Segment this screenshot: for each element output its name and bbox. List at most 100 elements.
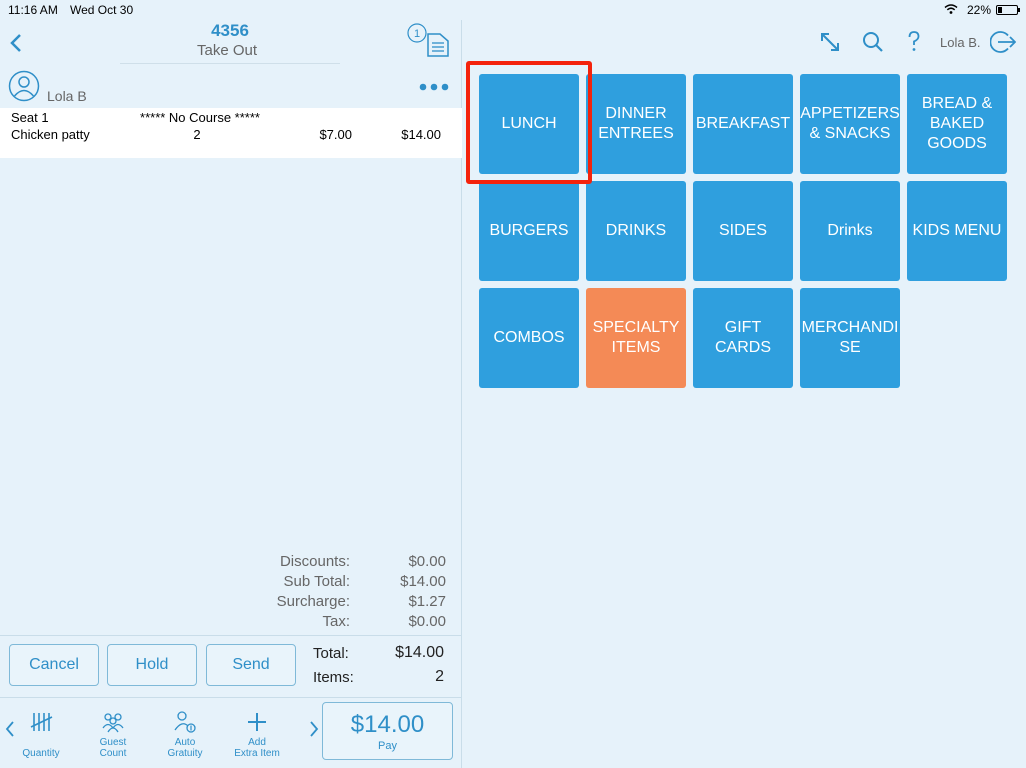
category-tile[interactable]: SPECIALTY ITEMS [586, 288, 686, 388]
category-tile[interactable]: GIFT CARDS [693, 288, 793, 388]
category-tile-label: KIDS MENU [913, 221, 1002, 241]
course-label: ***** No Course ***** [140, 110, 260, 125]
category-label-line1: DRINKS [605, 222, 667, 239]
category-label-line3: GOODS [927, 135, 987, 152]
hold-button[interactable]: Hold [107, 644, 197, 686]
summary-tax: Tax: $0.00 [200, 613, 446, 633]
items-count: 2 [435, 668, 444, 685]
category-tile[interactable]: BREAKFAST [693, 74, 793, 174]
category-tile[interactable]: SIDES [693, 181, 793, 281]
summary-subtotal: Sub Total: $14.00 [200, 573, 446, 593]
category-tile-label: COMBOS [493, 328, 564, 348]
total-value: $14.00 [395, 644, 444, 661]
category-label-line1: Drinks [827, 222, 873, 239]
category-tile[interactable]: COMBOS [479, 288, 579, 388]
guest-count-label-2: Count [99, 748, 127, 759]
category-tile[interactable]: DINNER ENTREES [586, 74, 686, 174]
category-label-line1: BREAD & [921, 95, 993, 112]
category-label-line1: APPETIZERS [800, 105, 900, 122]
seat-label[interactable]: Seat 1 [11, 110, 49, 125]
category-tile[interactable]: DRINKS [586, 181, 686, 281]
category-tile-label: LUNCH [501, 114, 556, 134]
help-icon[interactable] [907, 30, 921, 54]
category-tile-label: BURGERS [489, 221, 568, 241]
category-label-line1: DINNER [605, 105, 667, 122]
order-panel: 4356 Take Out 1 Lola B Seat 1 ***** No C… [0, 20, 462, 768]
category-tile-label: Drinks [827, 221, 872, 241]
order-type[interactable]: Take Out [196, 42, 258, 59]
total-label: Total: [313, 645, 349, 662]
auto-gratuity-label-2: Gratuity [167, 748, 203, 759]
category-tile[interactable]: MERCHANDI SE [800, 288, 900, 388]
category-tile[interactable]: APPETIZERS & SNACKS [800, 74, 900, 174]
guest-count-tool[interactable]: Guest Count [78, 710, 148, 766]
summary-discounts: Discounts: $0.00 [200, 553, 446, 573]
back-chevron-icon[interactable] [8, 32, 24, 54]
auto-gratuity-tool[interactable]: Auto Gratuity [150, 710, 220, 766]
surcharge-label: Surcharge: [276, 593, 350, 610]
category-tile-label: DINNER ENTREES [598, 104, 674, 144]
toolbar-divider [0, 697, 462, 698]
category-label-line2: ENTREES [598, 125, 674, 142]
category-tile[interactable]: LUNCH [479, 74, 579, 174]
item-price: $7.00 [319, 127, 352, 142]
category-tile-label: BREAD & BAKED GOODS [922, 94, 992, 154]
tax-label: Tax: [322, 613, 350, 630]
status-date: Wed Oct 30 [70, 3, 134, 17]
doc-badge-count: 1 [414, 28, 420, 40]
order-items-list: Seat 1 ***** No Course ***** Chicken pat… [0, 108, 462, 158]
gratuity-icon [174, 711, 196, 733]
item-total: $14.00 [401, 127, 441, 142]
search-icon[interactable] [862, 30, 884, 54]
quantity-tool[interactable]: Quantity [6, 710, 76, 766]
order-document-icon[interactable]: 1 [404, 22, 452, 58]
more-options-icon[interactable] [418, 82, 450, 92]
send-button[interactable]: Send [206, 644, 296, 686]
order-number: 4356 [211, 21, 249, 40]
order-user-row[interactable]: Lola B [8, 70, 458, 106]
battery-icon [996, 5, 1020, 15]
category-tile-label: GIFT CARDS [695, 318, 791, 358]
category-tile-label: MERCHANDI SE [802, 318, 899, 358]
item-name: Chicken patty [11, 127, 90, 142]
guests-icon [102, 713, 124, 733]
discounts-label: Discounts: [279, 553, 350, 570]
cancel-button[interactable]: Cancel [9, 644, 99, 686]
expand-icon[interactable] [819, 30, 841, 54]
pay-amount: $14.00 [350, 711, 425, 738]
category-label-line1: SIDES [718, 222, 767, 239]
category-label-line1: SPECIALTY [592, 319, 680, 336]
category-label-line1: LUNCH [501, 115, 557, 132]
category-label-line1: BURGERS [489, 222, 569, 239]
pay-button[interactable]: $14.00 Pay [322, 702, 453, 760]
subtotal-label: Sub Total: [283, 573, 350, 590]
discounts-value: $0.00 [408, 553, 446, 570]
quantity-label: Quantity [22, 748, 60, 759]
order-user-name: Lola B [47, 88, 87, 104]
category-label-line1: GIFT CARDS [714, 319, 771, 356]
surcharge-value: $1.27 [408, 593, 446, 610]
toolbar-next-icon[interactable] [308, 720, 320, 738]
tally-icon [30, 713, 53, 731]
add-extra-item-tool[interactable]: Add Extra Item [222, 710, 292, 766]
category-tile-label: DRINKS [606, 221, 666, 241]
category-tile[interactable]: Drinks [800, 181, 900, 281]
wifi-icon [944, 4, 958, 14]
logout-icon[interactable] [990, 30, 1016, 54]
category-tile[interactable]: KIDS MENU [907, 181, 1007, 281]
item-quantity: 2 [193, 127, 201, 142]
category-label-line1: KIDS MENU [912, 222, 1002, 239]
auto-gratuity-label-1: Auto [174, 737, 196, 748]
category-label-line1: COMBOS [493, 329, 565, 346]
current-user-name: Lola B. [940, 35, 981, 50]
toolbar-prev-icon[interactable] [4, 720, 16, 738]
tax-value: $0.00 [408, 613, 446, 630]
category-label-line2: ITEMS [611, 339, 661, 356]
category-tile[interactable]: BURGERS [479, 181, 579, 281]
category-label-line2: BAKED [929, 115, 985, 132]
status-bar: 11:16 AM Wed Oct 30 22% [0, 0, 1026, 20]
category-tile[interactable]: BREAD & BAKED GOODS [907, 74, 1007, 174]
category-label-line2: SE [839, 339, 861, 356]
summary-surcharge: Surcharge: $1.27 [200, 593, 446, 613]
category-label-line1: MERCHANDI [801, 319, 899, 336]
